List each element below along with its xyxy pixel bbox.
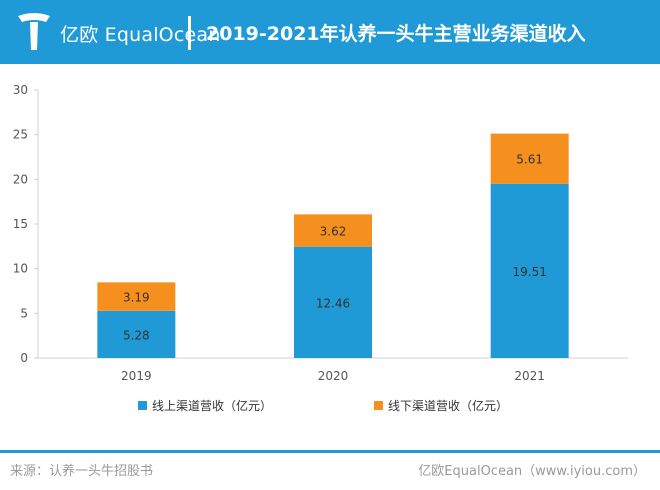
header-bar: 亿欧 EqualOcean 2019-2021年认养一头牛主营业务渠道收入: [0, 0, 660, 64]
y-tick-label: 10: [13, 262, 28, 276]
data-label: 19.51: [512, 265, 546, 279]
y-tick-label: 25: [13, 128, 28, 142]
source-note: 来源：认养一头牛招股书: [10, 464, 154, 479]
stacked-bar-chart: 0 5 10 15 20 25 30 5.28 3.19 2019 12.46 3.62 2020 19.…: [13, 83, 628, 413]
bar-segment-online-2020: [294, 246, 372, 358]
data-label: 3.19: [123, 291, 150, 305]
x-tick-label: 2021: [514, 369, 545, 383]
bar-segment-online-2019: [97, 310, 176, 358]
data-label: 5.28: [123, 328, 150, 342]
y-tick-label: 15: [13, 217, 28, 231]
equalocean-logo-icon: [18, 13, 50, 50]
legend-swatch: [374, 401, 383, 410]
data-label: 12.46: [316, 296, 350, 310]
y-tick-label: 5: [20, 306, 28, 320]
legend-label: 线上渠道营收（亿元）: [152, 398, 272, 413]
footer-brand: 亿欧EqualOcean（www.iyiou.com）: [418, 464, 646, 479]
y-tick-label: 30: [13, 83, 28, 97]
x-tick-label: 2020: [318, 369, 349, 383]
bar-segment-offline-2020: [294, 214, 372, 247]
header-divider: [188, 16, 191, 50]
y-tick-label: 20: [13, 172, 28, 186]
bar-segment-offline-2019: [97, 282, 176, 311]
data-label: 3.62: [320, 225, 347, 239]
brand-name: 亿欧 EqualOcean: [60, 24, 221, 46]
bar-segment-online-2021: [490, 183, 569, 358]
legend-label: 线下渠道营收（亿元）: [388, 398, 508, 413]
footer-divider: [0, 450, 660, 453]
x-tick-label: 2019: [121, 369, 152, 383]
chart-title: 2019-2021年认养一头牛主营业务渠道收入: [206, 23, 586, 45]
y-tick-label: 0: [20, 351, 28, 365]
legend-swatch: [138, 401, 147, 410]
data-label: 5.61: [516, 153, 543, 167]
bar-segment-offline-2021: [490, 133, 569, 184]
